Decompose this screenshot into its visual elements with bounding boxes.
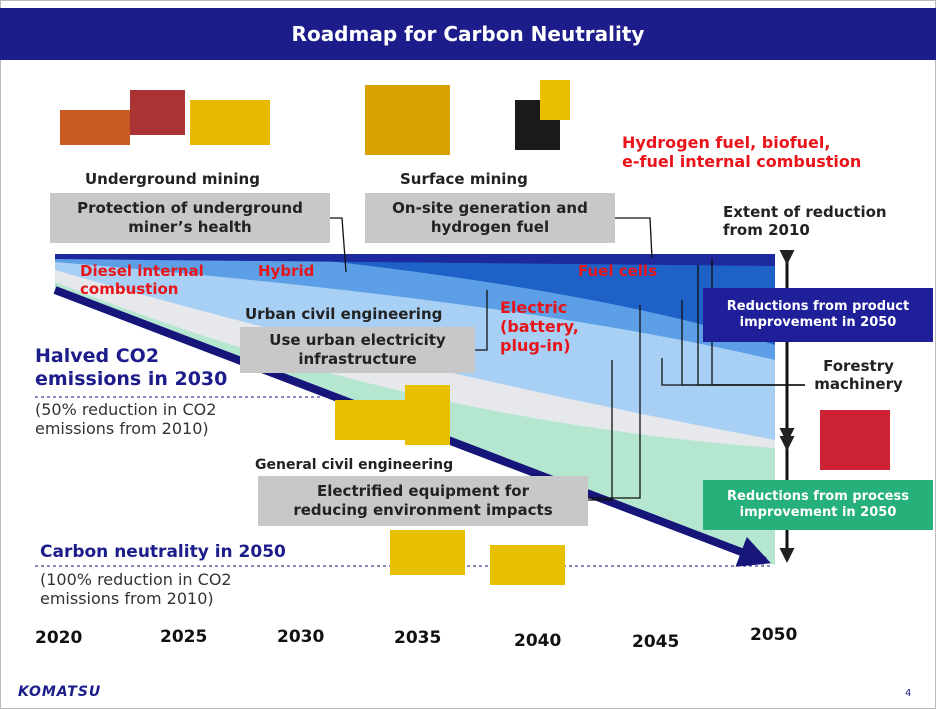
page-number: 4: [905, 688, 911, 700]
sector: General civil engineering: [255, 457, 453, 474]
milestone-title: Carbon neutrality in 2050: [40, 542, 286, 562]
sector: Forestry machinery: [806, 357, 911, 393]
process-box: Reductions from process improvement in 2…: [703, 480, 933, 530]
sector: Underground mining: [85, 170, 260, 188]
reduction-title: Extent of reduction from 2010: [723, 203, 887, 239]
milestone-note: (50% reduction in CO2 emissions from 201…: [35, 400, 216, 438]
year: 2025: [160, 627, 207, 647]
technology: Hybrid: [258, 262, 314, 280]
technology: Electric (battery, plug-in): [500, 298, 579, 356]
year: 2045: [632, 632, 679, 652]
measure-box: On-site generation and hydrogen fuel: [365, 193, 615, 243]
year: 2020: [35, 628, 82, 648]
year: 2030: [277, 627, 324, 647]
product-box: Reductions from product improvement in 2…: [703, 288, 933, 342]
milestone-note: (100% reduction in CO2 emissions from 20…: [40, 570, 232, 608]
title: Roadmap for Carbon Neutrality: [0, 8, 936, 60]
technology: Diesel internal combustion: [80, 262, 204, 298]
measure-box: Protection of underground miner’s health: [50, 193, 330, 243]
technology: Hydrogen fuel, biofuel, e-fuel internal …: [622, 133, 861, 171]
logo: KOMATSU: [18, 684, 101, 701]
year: 2035: [394, 628, 441, 648]
sector: Surface mining: [400, 170, 528, 188]
slide: Roadmap for Carbon Neutrality Undergroun…: [0, 0, 936, 709]
measure-box: Use urban electricity infrastructure: [240, 327, 475, 373]
measure-box: Electrified equipment for reducing envir…: [258, 476, 588, 526]
year: 2040: [514, 631, 561, 651]
sector: Urban civil engineering: [245, 305, 442, 323]
milestone-title: Halved CO2 emissions in 2030: [35, 345, 227, 391]
technology: Fuel cells: [578, 262, 657, 280]
year: 2050: [750, 625, 797, 645]
